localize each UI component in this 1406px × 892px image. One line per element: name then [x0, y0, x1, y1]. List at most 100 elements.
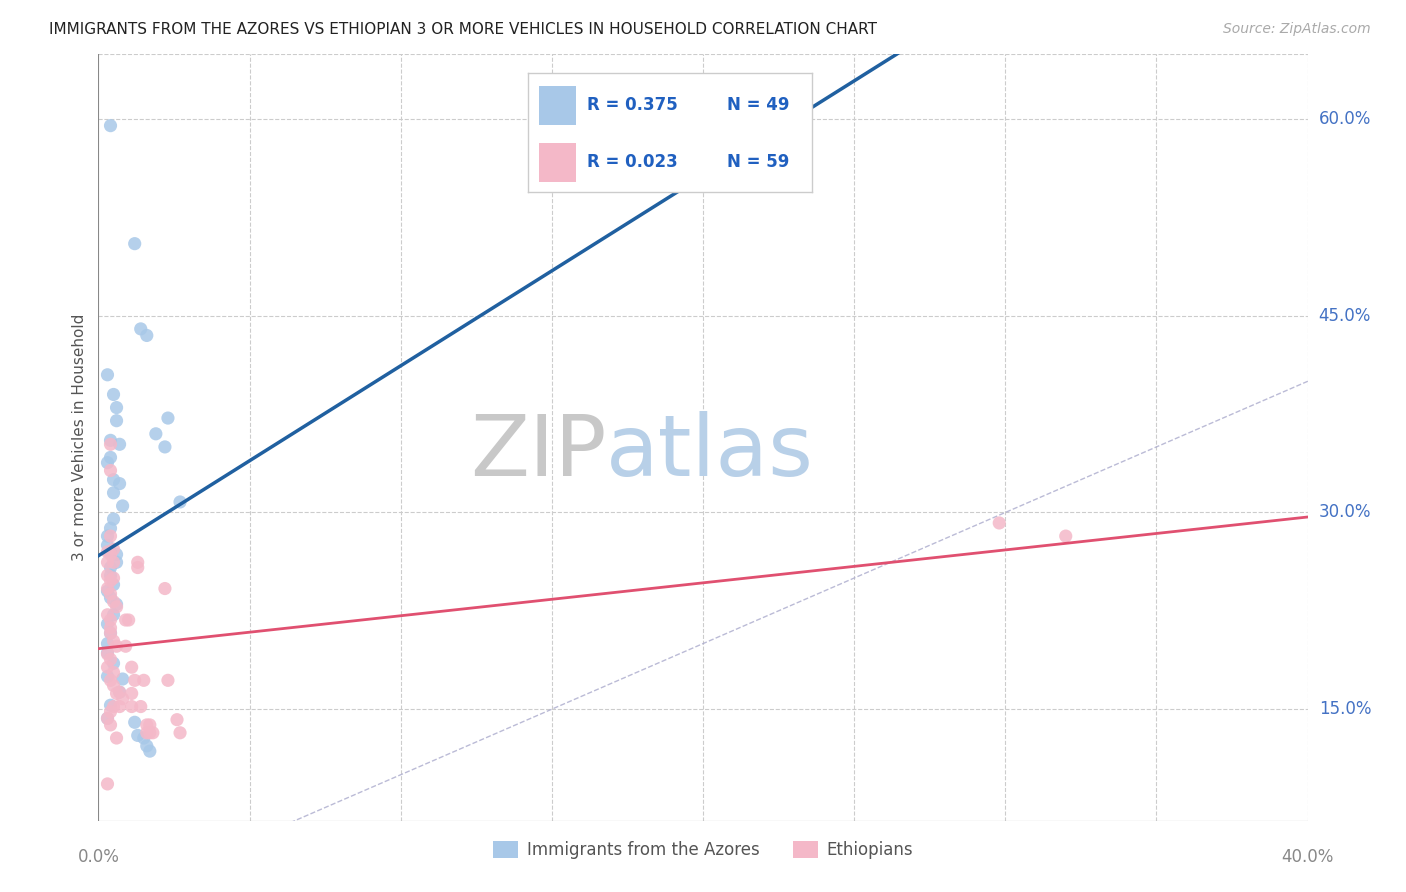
Point [124, 673, 146, 688]
Point [96, 582, 118, 596]
Point [96, 568, 118, 582]
Point [105, 599, 128, 614]
Point [103, 577, 125, 591]
Point [100, 437, 122, 451]
Point [100, 626, 122, 640]
Point [108, 476, 131, 491]
Point [124, 236, 146, 251]
Point [96, 538, 118, 552]
Point [96, 637, 118, 651]
Point [111, 672, 134, 686]
Point [103, 512, 125, 526]
Point [108, 685, 131, 699]
Point [142, 726, 165, 740]
Point [135, 739, 157, 753]
Point [103, 607, 125, 622]
Point [105, 555, 128, 569]
Text: 45.0%: 45.0% [1319, 307, 1371, 325]
Text: Source: ZipAtlas.com: Source: ZipAtlas.com [1223, 22, 1371, 37]
Point [96, 647, 118, 661]
Point [156, 411, 179, 425]
Point [100, 626, 122, 640]
Point [135, 328, 157, 343]
Text: 15.0%: 15.0% [1319, 700, 1371, 718]
Point [114, 613, 136, 627]
Point [103, 594, 125, 608]
Text: 60.0%: 60.0% [1319, 110, 1371, 128]
Point [100, 587, 122, 601]
Point [96, 456, 118, 470]
Point [96, 777, 118, 791]
Point [100, 574, 122, 588]
Point [100, 621, 122, 635]
Point [100, 591, 122, 605]
Point [103, 542, 125, 557]
Text: 40.0%: 40.0% [1281, 848, 1334, 866]
Point [100, 698, 122, 713]
Point [988, 516, 1011, 530]
Point [100, 545, 122, 559]
Point [108, 437, 131, 451]
Point [103, 571, 125, 585]
Point [169, 726, 191, 740]
Legend: Immigrants from the Azores, Ethiopians: Immigrants from the Azores, Ethiopians [486, 835, 920, 866]
Point [139, 726, 162, 740]
Point [105, 401, 128, 415]
Point [96, 646, 118, 660]
Point [103, 665, 125, 680]
Point [103, 657, 125, 671]
Point [153, 582, 176, 596]
Point [139, 744, 162, 758]
Point [100, 450, 122, 465]
Point [103, 699, 125, 714]
Point [100, 568, 122, 582]
Text: atlas: atlas [606, 411, 814, 494]
Point [111, 499, 134, 513]
Point [132, 673, 155, 688]
Point [145, 426, 167, 441]
Point [96, 669, 118, 683]
Point [111, 691, 134, 706]
Point [96, 607, 118, 622]
Point [100, 652, 122, 666]
Point [139, 718, 162, 732]
Point [96, 711, 118, 725]
Point [100, 613, 122, 627]
Point [124, 715, 146, 730]
Text: ZIP: ZIP [470, 411, 606, 494]
Point [132, 731, 155, 745]
Point [96, 584, 118, 599]
Point [121, 699, 143, 714]
Point [103, 387, 125, 401]
Y-axis label: 3 or more Vehicles in Household: 3 or more Vehicles in Household [72, 313, 87, 561]
Point [121, 660, 143, 674]
Point [1054, 529, 1077, 543]
Point [100, 718, 122, 732]
Point [96, 660, 118, 674]
Point [100, 521, 122, 535]
Point [108, 699, 131, 714]
Point [105, 731, 128, 745]
Point [96, 555, 118, 569]
Point [156, 673, 179, 688]
Point [129, 699, 152, 714]
Point [103, 634, 125, 648]
Point [103, 485, 125, 500]
Point [108, 685, 131, 699]
Point [135, 726, 157, 740]
Point [105, 686, 128, 700]
Point [100, 705, 122, 719]
Point [105, 639, 128, 653]
Point [96, 529, 118, 543]
Point [103, 473, 125, 487]
Point [127, 560, 149, 574]
Point [96, 616, 118, 631]
Point [127, 555, 149, 569]
Text: 30.0%: 30.0% [1319, 503, 1371, 522]
Point [105, 548, 128, 562]
Point [121, 686, 143, 700]
Point [114, 639, 136, 653]
Point [100, 673, 122, 688]
Point [96, 711, 118, 725]
Point [169, 495, 191, 509]
